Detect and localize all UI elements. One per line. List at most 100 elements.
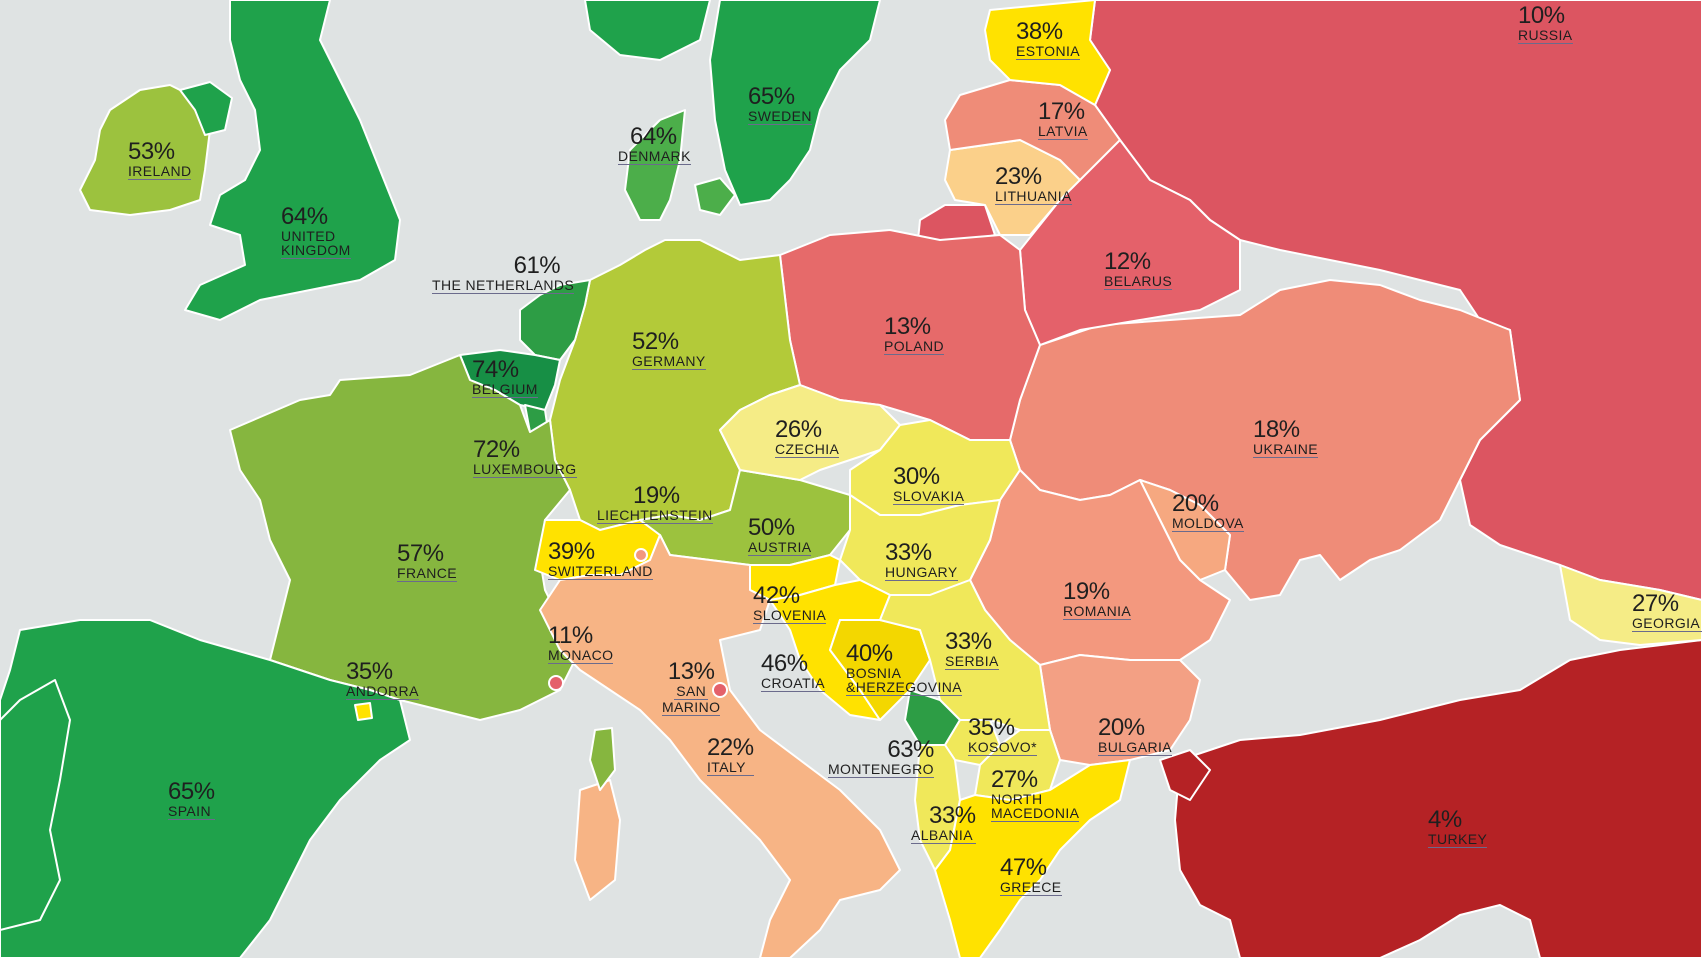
spain-shape[interactable] <box>0 619 411 958</box>
pct-uk: 64% <box>281 203 328 230</box>
label-moldova: 20% MOLDOVA <box>1172 492 1244 532</box>
monaco-marker[interactable] <box>548 675 564 691</box>
pct-russia: 10% <box>1518 2 1565 29</box>
name-russia: RUSSIA <box>1518 27 1573 44</box>
pct-latvia: 17% <box>1038 98 1085 125</box>
name-georgia: GEORGIA <box>1632 616 1702 632</box>
name-france: FRANCE <box>397 565 457 582</box>
name-italy: ITALY <box>707 760 754 776</box>
italy-shape[interactable] <box>539 534 901 958</box>
turkey-europe-shape[interactable] <box>1159 749 1211 801</box>
label-poland: 13% POLAND <box>884 315 944 355</box>
pct-monaco: 11% <box>548 622 593 649</box>
pct-hungary: 33% <box>885 539 932 566</box>
pct-ireland: 53% <box>128 138 175 165</box>
pct-belgium: 74% <box>472 356 519 383</box>
name-uk-line2: KINGDOM <box>281 242 351 259</box>
label-liechtenstein: 19% LIECHTENSTEIN <box>597 484 713 524</box>
liechtenstein-marker[interactable] <box>634 548 648 562</box>
label-georgia: 27% GEORGIA <box>1632 592 1702 632</box>
san-marino-marker[interactable] <box>712 682 728 698</box>
label-russia: 10% RUSSIA <box>1518 4 1573 44</box>
pct-france: 57% <box>397 540 444 567</box>
pct-czechia: 26% <box>775 416 822 443</box>
label-romania: 19% ROMANIA <box>1063 580 1132 620</box>
pct-san-marino: 13% <box>667 658 715 685</box>
corsica-shape[interactable] <box>589 727 616 791</box>
northern-ireland-shape[interactable] <box>179 81 233 136</box>
pct-slovenia: 42% <box>753 582 800 609</box>
name-greece: GREECE <box>1000 879 1062 896</box>
pct-switzerland: 39% <box>548 538 595 565</box>
pct-estonia: 38% <box>1016 18 1063 45</box>
denmark-shape[interactable] <box>624 109 686 221</box>
name-monaco: MONACO <box>548 647 614 664</box>
label-hungary: 33% HUNGARY <box>885 541 958 581</box>
andorra-shape[interactable] <box>354 702 373 721</box>
name-albania: ALBANIA <box>911 828 976 844</box>
label-denmark: 64% DENMARK <box>618 125 691 165</box>
pct-bosnia: 40% <box>846 640 893 667</box>
label-bulgaria: 20% BULGARIA <box>1098 716 1172 756</box>
pct-luxembourg: 72% <box>473 436 520 463</box>
sweden-shape[interactable] <box>709 0 881 206</box>
pct-lithuania: 23% <box>995 163 1042 190</box>
name-kosovo: KOSOVO* <box>968 739 1037 756</box>
turkey-shape[interactable] <box>1174 639 1702 958</box>
name-sweden: SWEDEN <box>748 108 812 125</box>
label-estonia: 38% ESTONIA <box>1016 18 1081 60</box>
name-poland: POLAND <box>884 338 944 355</box>
estonia-shape[interactable] <box>984 0 1111 106</box>
name-san-marino-line2: MARINO <box>662 699 721 716</box>
pct-poland: 13% <box>884 313 931 340</box>
name-austria: AUSTRIA <box>748 539 812 556</box>
label-sweden: 65% SWEDEN <box>748 85 812 125</box>
pct-turkey: 4% <box>1428 806 1462 833</box>
label-monaco: 11% MONACO <box>548 622 614 664</box>
label-montenegro: 63% MONTENEGRO <box>828 738 934 778</box>
netherlands-shape[interactable] <box>519 279 591 361</box>
uk-shape[interactable] <box>184 0 401 321</box>
pct-andorra: 35% <box>346 658 393 685</box>
name-serbia: SERBIA <box>945 653 999 670</box>
label-slovenia: 42% SLOVENIA <box>753 582 827 624</box>
pct-belarus: 12% <box>1104 248 1151 275</box>
name-uk-line1: UNITED <box>281 228 336 244</box>
name-denmark: DENMARK <box>618 148 691 165</box>
sardinia-shape[interactable] <box>574 779 621 901</box>
label-greece: 47% GREECE <box>1000 856 1062 896</box>
label-switzerland: 39% SWITZERLAND <box>548 540 653 580</box>
portugal-shape[interactable] <box>0 679 71 931</box>
name-ukraine: UKRAINE <box>1253 441 1319 458</box>
name-switzerland: SWITZERLAND <box>548 563 653 580</box>
name-slovenia: SLOVENIA <box>753 607 827 624</box>
pct-bulgaria: 20% <box>1098 714 1145 741</box>
label-north-macedonia: 27% NORTH MACEDONIA <box>991 768 1080 822</box>
label-austria: 50% AUSTRIA <box>748 516 812 556</box>
label-ukraine: 18% UKRAINE <box>1253 418 1319 458</box>
name-spain: SPAIN <box>168 804 215 820</box>
label-croatia: 46% CROATIA <box>761 652 825 692</box>
ireland-shape[interactable] <box>79 84 211 216</box>
name-north-macedonia-line2: MACEDONIA <box>991 805 1080 822</box>
pct-sweden: 65% <box>748 83 795 110</box>
name-belgium: BELGIUM <box>472 381 538 398</box>
label-turkey: 4% TURKEY <box>1428 806 1488 848</box>
label-luxembourg: 72% LUXEMBOURG <box>473 438 577 478</box>
label-netherlands: 61% THE NETHERLANDS <box>432 254 575 294</box>
greece-shape[interactable] <box>934 759 1131 958</box>
label-san-marino: 13% SAN MARINO <box>662 658 721 716</box>
label-andorra: 35% ANDORRA <box>346 660 419 700</box>
georgia-shape[interactable] <box>1559 564 1702 646</box>
name-san-marino-line1: SAN <box>674 683 709 700</box>
pct-italy: 22% <box>707 734 754 761</box>
name-north-macedonia-line1: NORTH <box>991 791 1043 807</box>
denmark-islands-shape[interactable] <box>694 177 736 216</box>
pct-kosovo: 35% <box>968 714 1015 741</box>
label-belgium: 74% BELGIUM <box>472 358 538 398</box>
name-slovakia: SLOVAKIA <box>893 488 965 505</box>
name-montenegro: MONTENEGRO <box>828 761 934 778</box>
name-hungary: HUNGARY <box>885 564 958 581</box>
norway-fin-shape[interactable] <box>584 0 711 61</box>
